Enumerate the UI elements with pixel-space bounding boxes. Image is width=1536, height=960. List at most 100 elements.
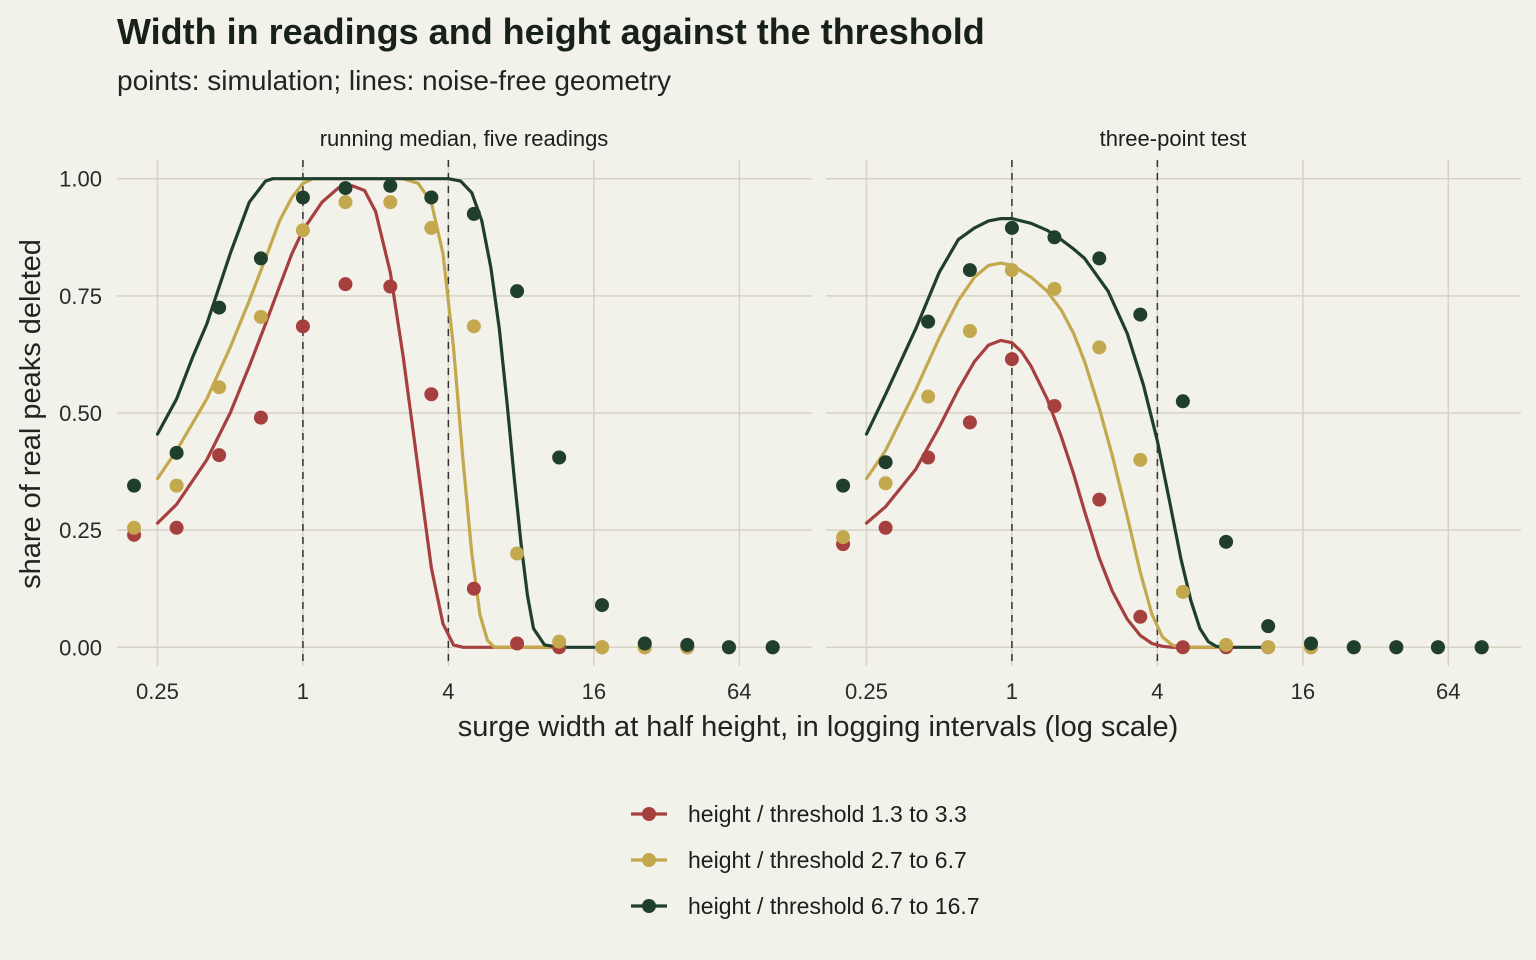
data-point [1175,640,1190,655]
data-point [637,636,652,651]
data-point [878,476,893,491]
data-point [836,530,851,545]
data-point [424,220,439,235]
data-point [169,445,184,460]
x-tick-label: 1 [1006,679,1018,704]
y-tick-label: 1.00 [59,167,102,192]
data-point [962,324,977,339]
chart-title: Width in readings and height against the… [117,11,985,52]
x-tick-label: 0.25 [845,679,888,704]
data-point [1092,251,1107,266]
data-point [1175,584,1190,599]
data-point [1004,263,1019,278]
series-line [864,338,1232,649]
data-point [962,415,977,430]
legend-label: height / threshold 2.7 to 6.7 [688,847,967,873]
x-tick-label: 0.25 [136,679,179,704]
data-point [510,284,525,299]
data-point [295,223,310,238]
data-point [595,598,610,613]
grid [826,160,1521,666]
y-tick-label: 0.75 [59,284,102,309]
data-point [295,319,310,334]
y-tick-label: 0.50 [59,401,102,426]
panel-title: running median, five readings [320,126,609,151]
x-tick-label: 16 [1291,679,1315,704]
data-point [552,634,567,649]
data-point [383,279,398,294]
series-line [155,184,561,649]
data-point [510,546,525,561]
data-point [466,206,481,221]
chart-subtitle: points: simulation; lines: noise-free ge… [117,65,671,96]
data-point [1430,640,1445,655]
legend-marker [642,853,656,867]
data-point [1092,492,1107,507]
grid [117,160,812,666]
data-point [127,478,142,493]
y-tick-label: 0.00 [59,635,102,660]
legend: height / threshold 1.3 to 3.3 height / th… [631,801,980,919]
data-point [466,581,481,596]
data-point [921,389,936,404]
x-tick-label: 4 [442,679,454,704]
data-point [921,314,936,329]
series-line [864,217,1270,649]
series-line [864,261,1232,649]
x-tick-label: 16 [582,679,606,704]
data-point [424,190,439,205]
data-point [212,380,227,395]
legend-label: height / threshold 1.3 to 3.3 [688,801,967,827]
data-point [212,300,227,315]
data-point [552,450,567,465]
x-tick-label: 4 [1151,679,1163,704]
data-point [295,190,310,205]
data-point [424,387,439,402]
x-tick-label: 64 [727,679,751,704]
data-point [1175,394,1190,409]
data-point [1047,230,1062,245]
data-point [595,640,610,655]
data-point [1261,619,1276,634]
data-point [510,636,525,651]
series-line [155,177,596,649]
data-point [383,178,398,193]
data-point [921,450,936,465]
x-tick-label: 1 [297,679,309,704]
data-point [878,520,893,535]
legend-marker [642,807,656,821]
data-point [169,520,184,535]
data-point [878,455,893,470]
y-axis-title: share of real peaks deleted [15,239,47,589]
data-point [253,251,268,266]
panel-three-point-test: three-point test 0.25 1 4 16 64 [826,126,1521,704]
data-point [680,637,695,652]
data-point [1474,640,1489,655]
data-point [127,520,142,535]
data-point [466,319,481,334]
data-point [765,640,780,655]
data-point [383,195,398,210]
data-point [1219,534,1234,549]
data-point [1261,640,1276,655]
data-point [1304,636,1319,651]
data-point [338,195,353,210]
data-point [212,448,227,463]
panel-running-median: running median, five readings 0.00 0.25 0.… [59,126,812,704]
legend-marker [642,899,656,913]
panel-title: three-point test [1100,126,1247,151]
data-point [1219,637,1234,652]
y-tick-label: 0.25 [59,518,102,543]
data-point [1133,609,1148,624]
data-point [1133,452,1148,467]
data-point [1004,352,1019,367]
data-point [962,263,977,278]
x-tick-label: 64 [1436,679,1460,704]
data-point [1092,340,1107,355]
data-point [1346,640,1361,655]
data-point [169,478,184,493]
data-point [253,410,268,425]
data-point [1133,307,1148,322]
data-point [253,309,268,324]
